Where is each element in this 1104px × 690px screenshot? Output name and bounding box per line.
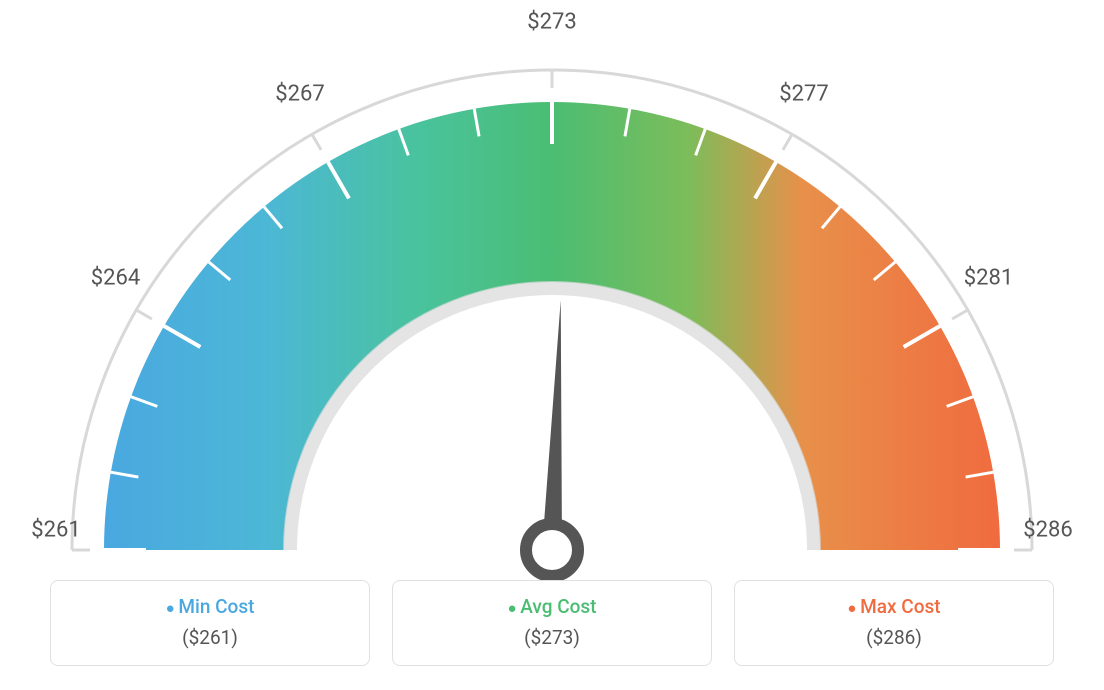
gauge-tick-label: $286	[1023, 518, 1072, 543]
legend-label-max: Max Cost	[847, 595, 940, 618]
gauge-tick-label: $273	[527, 10, 576, 35]
gauge-tick-label: $261	[31, 518, 80, 543]
legend-value-min: ($261)	[182, 626, 238, 649]
legend-value-max: ($286)	[866, 626, 922, 649]
gauge-tick-label: $281	[964, 266, 1013, 291]
gauge-tick-label: $277	[779, 81, 828, 106]
legend-card-min: Min Cost ($261)	[50, 580, 370, 666]
legend-label-avg: Avg Cost	[507, 595, 596, 618]
gauge-tick-label: $267	[275, 81, 324, 106]
legend-value-avg: ($273)	[524, 626, 580, 649]
gauge-tick-label: $264	[91, 266, 140, 291]
legend-label-min: Min Cost	[166, 595, 255, 618]
legend-card-max: Max Cost ($286)	[734, 580, 1054, 666]
legend-card-avg: Avg Cost ($273)	[392, 580, 712, 666]
legend-row: Min Cost ($261) Avg Cost ($273) Max Cost…	[0, 580, 1104, 666]
gauge-chart: $261 $264 $267 $273 $277 $281 $286	[0, 0, 1104, 560]
gauge-svg	[0, 20, 1104, 580]
